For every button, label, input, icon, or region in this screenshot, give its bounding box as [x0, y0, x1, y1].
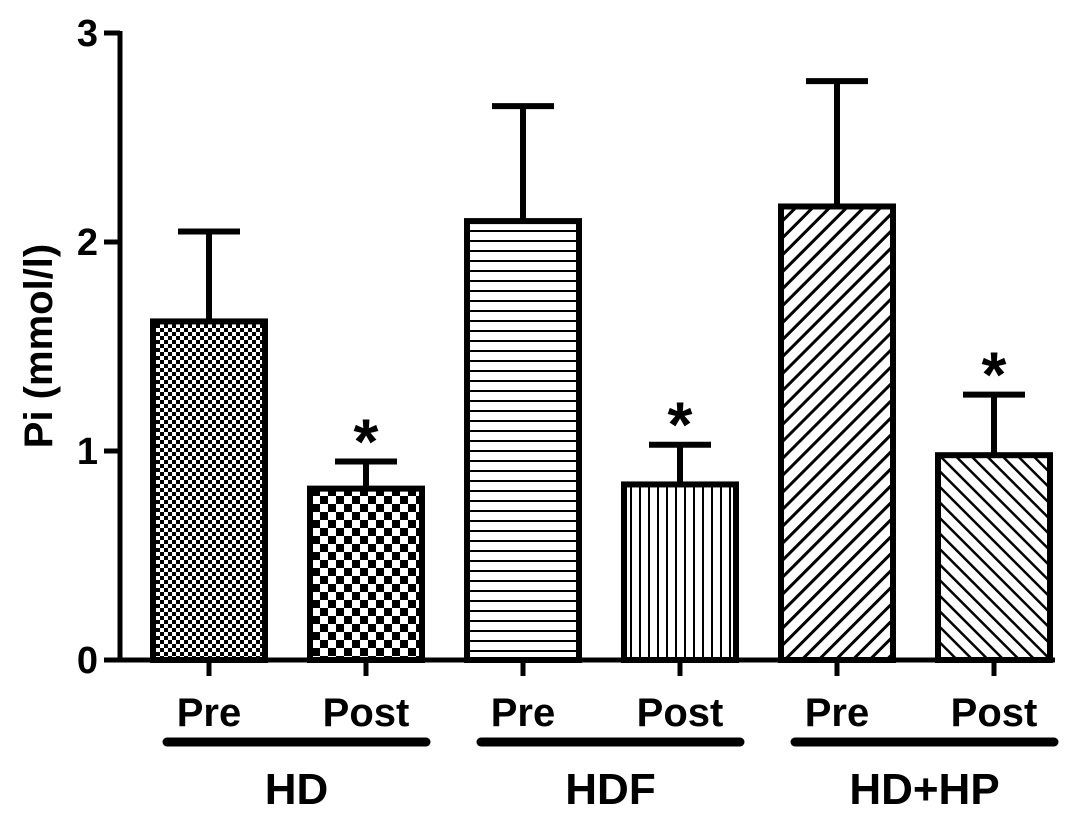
x-tick-label: Post — [951, 691, 1038, 735]
x-tick-label: Post — [323, 691, 410, 735]
x-tick-label: Pre — [177, 691, 242, 735]
y-tick-label: 3 — [77, 13, 98, 55]
x-tick-label: Post — [637, 691, 724, 735]
group-label: HDF — [565, 765, 655, 814]
bar-hdf-pre — [464, 218, 582, 663]
significance-marker: * — [354, 405, 379, 477]
y-tick-label: 1 — [77, 431, 98, 473]
group-label: HD+HP — [849, 765, 999, 814]
bar-hd-pre — [150, 318, 268, 663]
x-tick-label: Pre — [805, 691, 870, 735]
x-tick-label: Pre — [491, 691, 556, 735]
significance-marker: * — [668, 389, 693, 461]
y-tick-label: 2 — [77, 222, 98, 264]
significance-marker: * — [982, 339, 1007, 411]
group-label: HD — [265, 765, 329, 814]
y-axis-label: Pi (mmol/l) — [17, 244, 61, 448]
y-tick-label: 0 — [77, 640, 98, 682]
bar-hd-hp-post — [935, 452, 1053, 663]
bar-hd-hp-pre — [778, 203, 896, 663]
bars: * * * — [150, 78, 1053, 663]
bar-hd-post — [307, 485, 425, 663]
bar-hdf-post — [621, 481, 739, 663]
